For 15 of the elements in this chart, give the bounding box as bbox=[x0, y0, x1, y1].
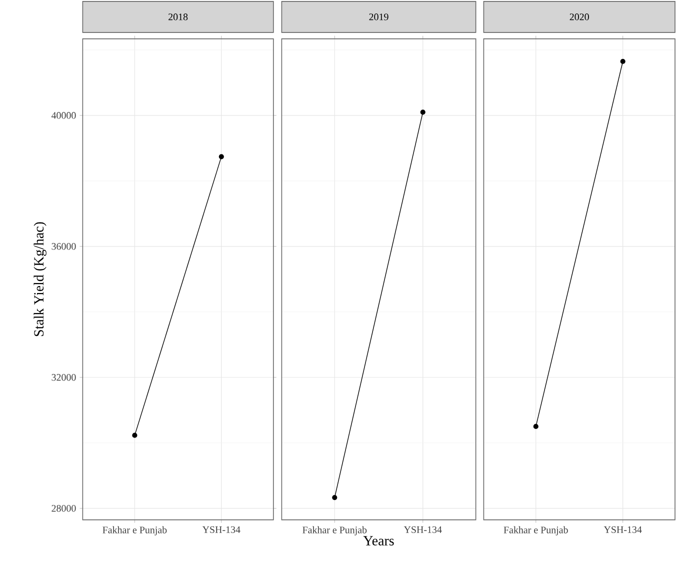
y-axis-title: Stalk Yield (Kg/hac) bbox=[34, 222, 46, 336]
x-tick-label: YSH-134 bbox=[604, 526, 642, 534]
y-tick-label: 40000 bbox=[51, 112, 76, 119]
x-tick-label: Fakhar e Punjab bbox=[504, 526, 568, 536]
chart-title: 2020 bbox=[570, 14, 589, 20]
x-tick-label: Fakhar e Punjab bbox=[102, 526, 167, 536]
chart-title: 2019 bbox=[369, 14, 388, 20]
x-axis-title: Years bbox=[363, 536, 394, 546]
y-tick-label: 36000 bbox=[52, 243, 76, 250]
y-tick-label: 32000 bbox=[52, 374, 76, 381]
chart-title: 2018 bbox=[168, 14, 188, 20]
x-tick-label: YSH-134 bbox=[404, 526, 442, 534]
x-tick-label: Fakhar e Punjab bbox=[302, 526, 367, 536]
y-tick-label: 28000 bbox=[52, 504, 76, 512]
x-tick-label: YSH-134 bbox=[202, 526, 240, 534]
